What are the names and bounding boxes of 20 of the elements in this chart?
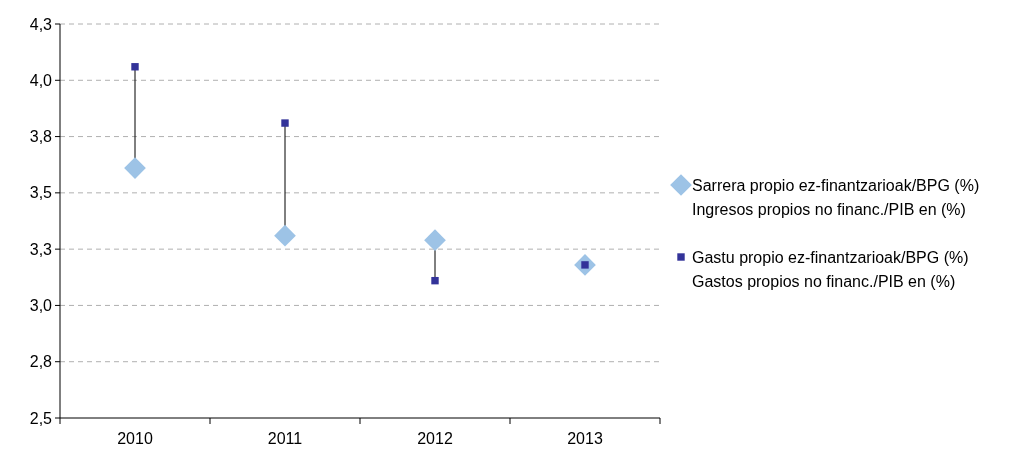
point	[124, 157, 146, 179]
point	[431, 276, 439, 285]
point	[281, 119, 289, 127]
point	[274, 224, 296, 247]
y-tick-label: 2,8	[29, 353, 53, 371]
y-tick-label: 2,5	[29, 409, 53, 427]
legend-label: Sarrera propio ez-finantzarioak/BPG (%) Ingresos propios no financ./PIB en (%)	[692, 176, 980, 218]
y-tick-label: 3,0	[29, 297, 53, 315]
y-tick-label: 3,3	[29, 240, 53, 258]
legend-label: Gastu propio ez-finantzarioak/BPG (%) Gastos propios no financ./PIB en (%)	[692, 248, 969, 290]
y-tick-label: 3,8	[29, 128, 53, 146]
y-tick-label: 3,5	[29, 184, 53, 202]
point	[424, 229, 446, 251]
x-tick-label: 2010	[117, 430, 153, 447]
x-tick-label: 2013	[567, 430, 603, 447]
point	[131, 63, 139, 71]
y-tick-label: 4,0	[29, 71, 53, 89]
x-tick-label: 2011	[267, 430, 303, 447]
x-tick-label: 2012	[417, 430, 453, 447]
y-tick-label: 4,3	[29, 15, 53, 33]
